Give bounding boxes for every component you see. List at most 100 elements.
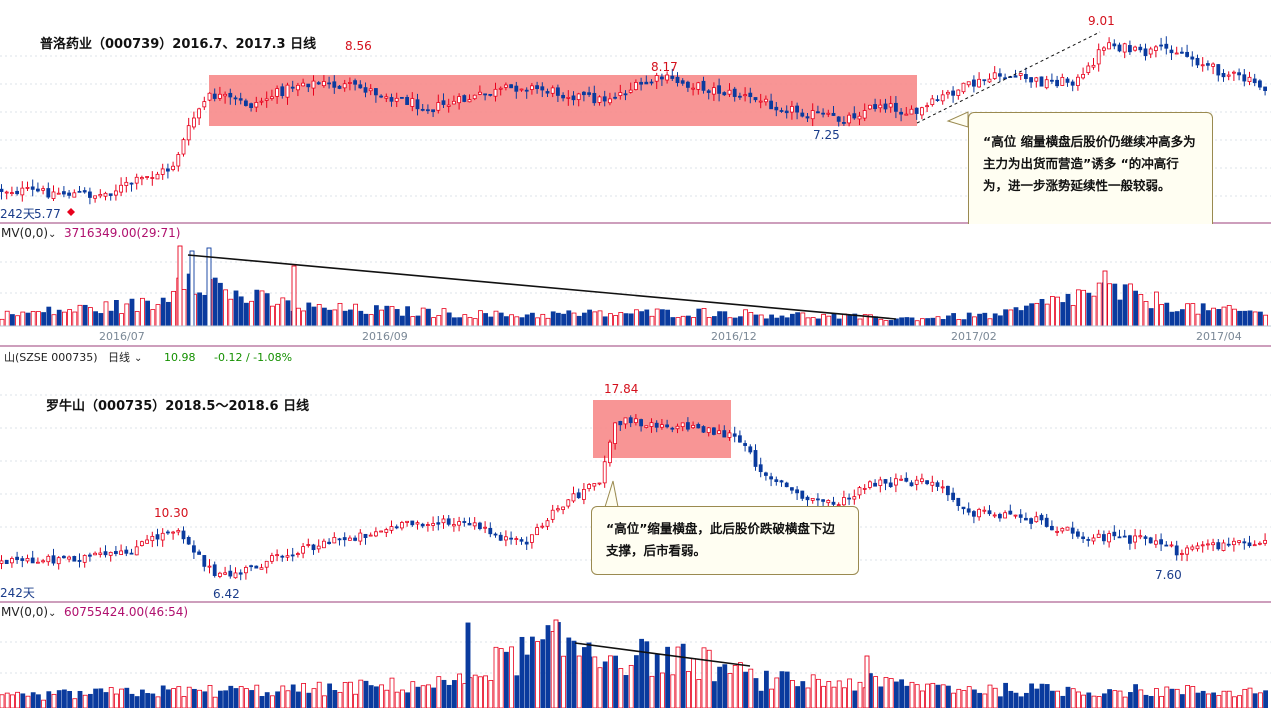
top-volume-bar — [1050, 296, 1055, 327]
bottom-volume-bar — [171, 688, 177, 709]
bottom-candle — [1086, 539, 1091, 541]
bottom-volume-indicator-name[interactable]: MV(0,0) — [1, 605, 48, 619]
bottom-volume-bar — [701, 647, 707, 709]
top-candle — [639, 81, 643, 85]
bottom-candle — [602, 461, 607, 484]
bottom-candle — [176, 530, 181, 533]
top-candle — [1039, 76, 1044, 87]
top-volume-bar — [41, 312, 46, 327]
top-volume-spike — [291, 265, 297, 327]
top-candle — [129, 182, 134, 185]
bottom-volume-bar — [592, 656, 598, 709]
bottom-volume-bar — [25, 695, 31, 709]
bottom-period-selector[interactable]: 日线 — [108, 350, 130, 364]
bottom-candle — [1169, 544, 1174, 547]
top-volume-bar — [249, 300, 255, 327]
bottom-volume-indicator-dropdown-icon[interactable]: ⌄ — [48, 608, 56, 619]
bottom-volume-bar — [1206, 693, 1211, 709]
bottom-candle — [1018, 514, 1023, 518]
top-candle — [498, 87, 503, 90]
top-volume-bar — [1018, 310, 1024, 327]
top-candle — [810, 110, 815, 120]
top-candle — [4, 191, 9, 194]
bottom-candle — [129, 552, 134, 555]
bottom-candle — [784, 482, 789, 488]
top-volume-bar — [197, 292, 203, 327]
top-volume-bar — [1138, 294, 1144, 327]
top-candle — [150, 177, 155, 179]
top-candle — [1024, 74, 1028, 79]
bottom-change: -0.12 / -1.08% — [214, 351, 292, 364]
top-candle — [62, 191, 66, 195]
top-candle — [847, 114, 851, 124]
top-volume-bar — [254, 289, 260, 327]
top-volume-bar — [1148, 308, 1154, 327]
bottom-volume-bar — [1086, 692, 1092, 709]
top-volume-bar — [1003, 309, 1008, 327]
top-volume-bar — [894, 318, 899, 327]
top-label-8-17: 8.17 — [651, 60, 678, 74]
top-candle — [670, 75, 675, 79]
top-volume-bar — [316, 304, 322, 327]
top-candle — [363, 87, 368, 93]
bottom-period-dropdown-icon[interactable]: ⌄ — [134, 353, 142, 364]
bottom-volume-bar — [992, 687, 998, 709]
top-volume-indicator-name[interactable]: MV(0,0) — [1, 226, 48, 240]
bottom-candle — [103, 551, 108, 556]
bottom-candle — [394, 526, 399, 529]
bottom-candle — [165, 531, 170, 534]
top-volume-bar — [243, 302, 249, 327]
top-volume-bar — [233, 290, 239, 327]
bottom-volume-bar — [982, 693, 988, 709]
top-volume-bar — [337, 302, 343, 327]
top-candle — [20, 187, 25, 196]
top-volume-bar — [373, 305, 379, 327]
top-candle — [946, 91, 950, 95]
top-volume-bar — [155, 304, 161, 327]
top-candle — [108, 193, 113, 196]
bottom-candle — [181, 530, 186, 540]
top-candle — [779, 110, 784, 112]
bottom-candle — [769, 476, 773, 480]
top-volume-bar — [1154, 291, 1159, 327]
top-candle — [758, 100, 763, 103]
top-volume-bar — [353, 303, 359, 327]
bottom-stock-name[interactable]: 山(SZSE 000735) — [4, 351, 98, 364]
top-candle — [358, 84, 363, 89]
bottom-candle — [940, 486, 945, 489]
bottom-candle — [77, 560, 82, 562]
top-volume-bar — [4, 310, 10, 327]
bottom-volume-bar — [894, 681, 899, 709]
top-volume-bar — [228, 298, 234, 327]
bottom-candle — [1091, 537, 1096, 542]
top-candle — [1060, 77, 1065, 86]
bottom-candle — [566, 499, 571, 507]
bottom-candle — [774, 479, 779, 482]
top-volume-bar — [519, 317, 525, 327]
bottom-candle — [358, 532, 363, 542]
top-candle — [394, 97, 399, 102]
bottom-volume-bar — [1013, 692, 1019, 709]
top-volume-bar — [644, 309, 650, 327]
bottom-candle — [966, 508, 971, 513]
bottom-candle — [727, 432, 732, 438]
bottom-candle — [1174, 545, 1179, 556]
top-candle — [904, 113, 909, 116]
top-candle — [982, 79, 987, 82]
top-candle — [738, 95, 742, 98]
top-volume-bar — [576, 315, 582, 327]
bottom-candle — [186, 537, 191, 545]
bottom-candle — [972, 511, 976, 517]
top-volume-indicator-dropdown-icon[interactable]: ⌄ — [48, 229, 56, 240]
bottom-candle — [675, 425, 680, 430]
top-candle — [1102, 47, 1106, 51]
bottom-candle — [1159, 539, 1163, 545]
top-candle — [82, 190, 87, 193]
top-volume-bar — [628, 313, 634, 327]
top-candle — [202, 101, 207, 108]
bottom-candle — [623, 417, 628, 425]
top-candle — [519, 88, 524, 91]
bottom-candle — [1024, 517, 1028, 521]
bottom-volume-bar — [602, 661, 608, 709]
bottom-volume-bar — [431, 687, 437, 709]
